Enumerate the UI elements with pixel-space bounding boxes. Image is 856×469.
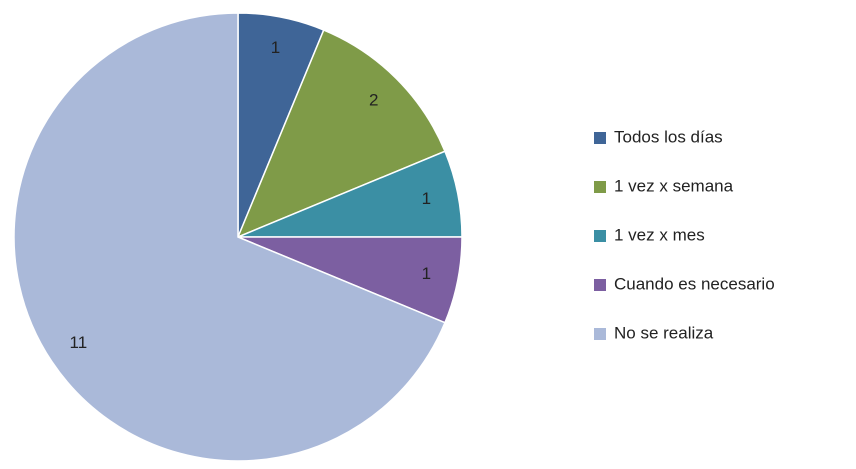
data-label: 1 <box>271 38 280 57</box>
legend-swatch <box>594 279 606 291</box>
data-label: 1 <box>422 189 431 208</box>
legend-swatch <box>594 181 606 193</box>
data-label: 11 <box>70 333 88 352</box>
legend-swatch <box>594 230 606 242</box>
legend-label: Cuando es necesario <box>614 274 775 293</box>
data-label: 1 <box>422 264 431 283</box>
legend-label: 1 vez x semana <box>614 176 734 195</box>
legend-label: Todos los días <box>614 127 723 146</box>
legend-swatch <box>594 132 606 144</box>
pie-slice <box>236 29 446 239</box>
legend-label: No se realiza <box>614 323 714 342</box>
legend-swatch <box>594 328 606 340</box>
legend-label: 1 vez x mes <box>614 225 705 244</box>
pie-slice <box>13 12 446 462</box>
data-label: 2 <box>369 91 378 110</box>
